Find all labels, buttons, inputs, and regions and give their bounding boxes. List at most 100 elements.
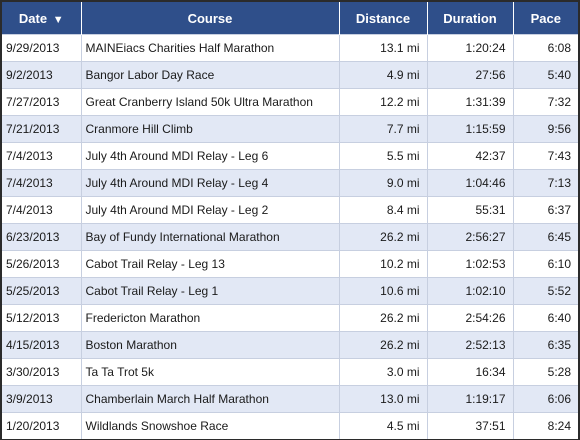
duration-column-header[interactable]: Duration (427, 2, 514, 35)
table-row: 7/21/2013 Cranmore Hill Climb 7.7 mi 1:1… (2, 115, 578, 143)
date-header-label: Date (18, 10, 48, 26)
distance-cell: 7.7 mi (339, 115, 428, 143)
pace-cell: 6:10 (513, 250, 578, 278)
distance-cell: 26.2 mi (339, 223, 428, 251)
duration-cell: 55:31 (427, 196, 514, 224)
pace-column-header[interactable]: Pace (513, 2, 578, 35)
distance-cell: 13.0 mi (339, 385, 428, 413)
sort-descending-icon: ▼ (52, 13, 64, 26)
distance-column-header[interactable]: Distance (339, 2, 428, 35)
course-column-header[interactable]: Course (81, 2, 340, 35)
course-cell: Ta Ta Trot 5k (81, 358, 340, 386)
table-row: 7/4/2013 July 4th Around MDI Relay - Leg… (2, 169, 578, 197)
duration-cell: 42:37 (427, 142, 514, 170)
table-row: 7/4/2013 July 4th Around MDI Relay - Leg… (2, 142, 578, 170)
duration-header-label: Duration (443, 10, 497, 26)
course-cell: Bay of Fundy International Marathon (81, 223, 340, 251)
course-cell: Cabot Trail Relay - Leg 13 (81, 250, 340, 278)
duration-cell: 1:19:17 (427, 385, 514, 413)
distance-cell: 4.9 mi (339, 61, 428, 89)
duration-cell: 1:20:24 (427, 34, 514, 62)
course-cell: Fredericton Marathon (81, 304, 340, 332)
distance-cell: 10.2 mi (339, 250, 428, 278)
duration-cell: 37:51 (427, 412, 514, 439)
table-row: 9/2/2013 Bangor Labor Day Race 4.9 mi 27… (2, 61, 578, 89)
table-row: 6/23/2013 Bay of Fundy International Mar… (2, 223, 578, 251)
course-cell: Boston Marathon (81, 331, 340, 359)
duration-cell: 16:34 (427, 358, 514, 386)
distance-cell: 4.5 mi (339, 412, 428, 439)
duration-cell: 2:52:13 (427, 331, 514, 359)
date-cell: 5/12/2013 (2, 304, 82, 332)
header-row: Date ▼ Course Distance Duration Pace (2, 2, 578, 35)
distance-cell: 10.6 mi (339, 277, 428, 305)
course-cell: MAINEiacs Charities Half Marathon (81, 34, 340, 62)
pace-cell: 6:40 (513, 304, 578, 332)
pace-cell: 7:32 (513, 88, 578, 116)
table-row: 4/15/2013 Boston Marathon 26.2 mi 2:52:1… (2, 331, 578, 359)
date-cell: 7/4/2013 (2, 142, 82, 170)
pace-cell: 7:13 (513, 169, 578, 197)
date-cell: 7/27/2013 (2, 88, 82, 116)
date-cell: 7/4/2013 (2, 196, 82, 224)
pace-cell: 7:43 (513, 142, 578, 170)
date-cell: 1/20/2013 (2, 412, 82, 439)
pace-cell: 8:24 (513, 412, 578, 439)
date-column-header[interactable]: Date ▼ (2, 2, 82, 35)
duration-cell: 27:56 (427, 61, 514, 89)
duration-cell: 1:04:46 (427, 169, 514, 197)
course-cell: July 4th Around MDI Relay - Leg 2 (81, 196, 340, 224)
pace-cell: 6:08 (513, 34, 578, 62)
date-cell: 9/2/2013 (2, 61, 82, 89)
date-cell: 4/15/2013 (2, 331, 82, 359)
table-row: 3/9/2013 Chamberlain March Half Marathon… (2, 385, 578, 413)
course-header-label: Course (187, 10, 233, 26)
duration-cell: 1:15:59 (427, 115, 514, 143)
pace-cell: 6:35 (513, 331, 578, 359)
pace-cell: 6:45 (513, 223, 578, 251)
pace-cell: 6:37 (513, 196, 578, 224)
duration-cell: 1:31:39 (427, 88, 514, 116)
table-row: 5/12/2013 Fredericton Marathon 26.2 mi 2… (2, 304, 578, 332)
course-cell: Wildlands Snowshoe Race (81, 412, 340, 439)
course-cell: July 4th Around MDI Relay - Leg 4 (81, 169, 340, 197)
course-cell: Bangor Labor Day Race (81, 61, 340, 89)
distance-header-label: Distance (355, 10, 411, 26)
distance-cell: 3.0 mi (339, 358, 428, 386)
table-row: 9/29/2013 MAINEiacs Charities Half Marat… (2, 34, 578, 62)
table-row: 1/20/2013 Wildlands Snowshoe Race 4.5 mi… (2, 412, 578, 439)
duration-cell: 2:56:27 (427, 223, 514, 251)
date-cell: 5/25/2013 (2, 277, 82, 305)
date-cell: 7/21/2013 (2, 115, 82, 143)
pace-header-label: Pace (530, 10, 561, 26)
date-cell: 9/29/2013 (2, 34, 82, 62)
pace-cell: 5:52 (513, 277, 578, 305)
course-cell: Cabot Trail Relay - Leg 1 (81, 277, 340, 305)
duration-cell: 1:02:53 (427, 250, 514, 278)
course-cell: Great Cranberry Island 50k Ultra Maratho… (81, 88, 340, 116)
distance-cell: 9.0 mi (339, 169, 428, 197)
table-row: 5/25/2013 Cabot Trail Relay - Leg 1 10.6… (2, 277, 578, 305)
table-row: 7/4/2013 July 4th Around MDI Relay - Leg… (2, 196, 578, 224)
course-cell: Chamberlain March Half Marathon (81, 385, 340, 413)
distance-cell: 26.2 mi (339, 331, 428, 359)
course-cell: Cranmore Hill Climb (81, 115, 340, 143)
pace-cell: 6:06 (513, 385, 578, 413)
pace-cell: 9:56 (513, 115, 578, 143)
date-cell: 3/30/2013 (2, 358, 82, 386)
table-row: 3/30/2013 Ta Ta Trot 5k 3.0 mi 16:34 5:2… (2, 358, 578, 386)
date-cell: 5/26/2013 (2, 250, 82, 278)
duration-cell: 1:02:10 (427, 277, 514, 305)
date-cell: 3/9/2013 (2, 385, 82, 413)
date-cell: 6/23/2013 (2, 223, 82, 251)
distance-cell: 13.1 mi (339, 34, 428, 62)
course-cell: July 4th Around MDI Relay - Leg 6 (81, 142, 340, 170)
table-row: 7/27/2013 Great Cranberry Island 50k Ult… (2, 88, 578, 116)
table-row: 5/26/2013 Cabot Trail Relay - Leg 13 10.… (2, 250, 578, 278)
distance-cell: 12.2 mi (339, 88, 428, 116)
duration-cell: 2:54:26 (427, 304, 514, 332)
pace-cell: 5:40 (513, 61, 578, 89)
distance-cell: 8.4 mi (339, 196, 428, 224)
